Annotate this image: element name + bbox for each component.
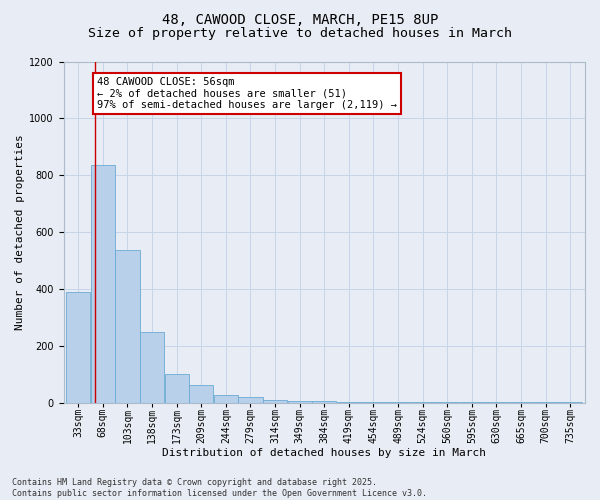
Text: 48, CAWOOD CLOSE, MARCH, PE15 8UP: 48, CAWOOD CLOSE, MARCH, PE15 8UP <box>162 12 438 26</box>
X-axis label: Distribution of detached houses by size in March: Distribution of detached houses by size … <box>162 448 486 458</box>
Bar <box>238 397 263 402</box>
Bar <box>287 401 312 402</box>
Bar <box>66 292 91 403</box>
Bar <box>140 332 164 402</box>
Text: 48 CAWOOD CLOSE: 56sqm
← 2% of detached houses are smaller (51)
97% of semi-deta: 48 CAWOOD CLOSE: 56sqm ← 2% of detached … <box>97 77 397 110</box>
Bar <box>115 250 140 402</box>
Bar <box>164 374 189 402</box>
Bar <box>214 396 238 402</box>
Text: Size of property relative to detached houses in March: Size of property relative to detached ho… <box>88 28 512 40</box>
Bar <box>189 386 214 402</box>
Bar <box>263 400 287 402</box>
Text: Contains HM Land Registry data © Crown copyright and database right 2025.
Contai: Contains HM Land Registry data © Crown c… <box>12 478 427 498</box>
Bar <box>91 165 115 402</box>
Y-axis label: Number of detached properties: Number of detached properties <box>15 134 25 330</box>
